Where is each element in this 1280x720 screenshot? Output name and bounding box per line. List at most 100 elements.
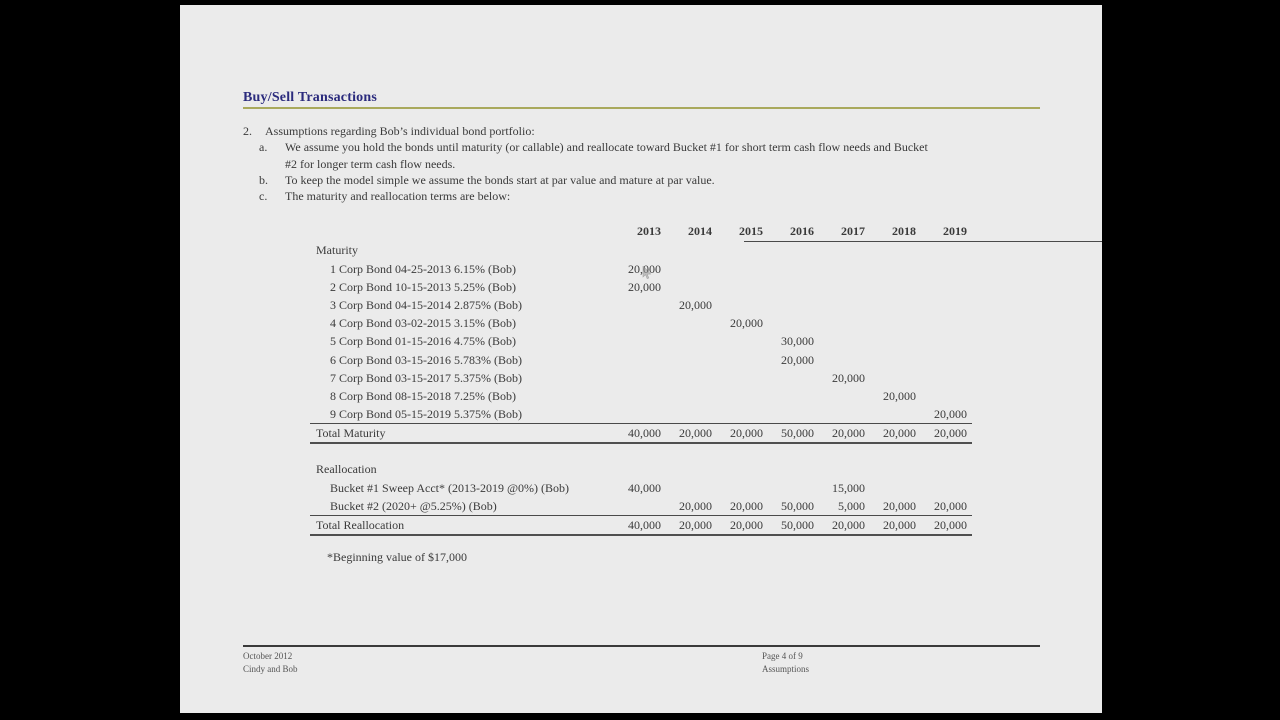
cell-2013: 20,000 [615,262,666,277]
reallocation-row-bucket2: Bucket #2 (2020+ @5.25%) (Bob) 20,000 20… [310,499,972,517]
total-label: Total Maturity [316,426,386,440]
bucket-label: Bucket #2 (2020+ @5.25%) (Bob) [330,499,497,513]
list-letter: c. [259,189,268,204]
table-header-row: 2013 2014 2015 2016 2017 2018 2019 [310,224,972,242]
year-header: 2019 [943,224,967,238]
list-item-a: a. We assume you hold the bonds until ma… [259,139,1043,172]
bond-label: 1 Corp Bond 04-25-2013 6.15% (Bob) [330,262,516,276]
maturity-row-8: 8 Corp Bond 08-15-2018 7.25% (Bob) 20,00… [310,389,972,407]
maturity-row-7: 7 Corp Bond 03-15-2017 5.375% (Bob) 20,0… [310,371,972,389]
cell-2014: 20,000 [679,426,712,440]
cell-2018: 20,000 [883,499,916,513]
year-header: 2015 [739,224,763,238]
bond-label: 6 Corp Bond 03-15-2016 5.783% (Bob) [330,353,522,367]
total-label: Total Reallocation [316,518,405,532]
cell-2015: 20,000 [730,499,763,513]
total-maturity-bottom-rule [310,442,972,444]
bucket-label: Bucket #1 Sweep Acct* (2013-2019 @0%) (B… [330,481,570,495]
year-header: 2014 [688,224,712,238]
maturity-row-2: 2 Corp Bond 10-15-2013 5.25% (Bob) 20,00… [310,280,972,298]
bond-label: 9 Corp Bond 05-15-2019 5.375% (Bob) [330,407,522,421]
maturity-row-4: 4 Corp Bond 03-02-2015 3.15% (Bob) 20,00… [310,316,972,334]
section-label: Reallocation [316,462,377,476]
maturity-row-1: 1 Corp Bond 04-25-2013 6.15% (Bob) 20,00… [310,262,972,280]
cell-2014: 20,000 [679,518,712,532]
year-header: 2016 [790,224,814,238]
year-header: 2013 [637,224,661,238]
year-header: 2018 [892,224,916,238]
line-1: We assume you hold the bonds until matur… [285,140,928,155]
bond-label: 4 Corp Bond 03-02-2015 3.15% (Bob) [330,316,516,330]
year-header: 2017 [841,224,865,238]
assumptions-list: 2. Assumptions regarding Bob’s individua… [243,123,1043,204]
list-item-text: The maturity and reallocation terms are … [285,189,511,204]
cell-2018: 20,000 [883,389,916,403]
line-2: #2 for longer term cash flow needs. [285,156,456,171]
document-page: Buy/Sell Transactions 2. Assumptions reg… [180,5,1102,713]
cell-2016: 50,000 [781,518,814,532]
footnote: *Beginning value of $17,000 [327,550,467,564]
cell-2016: 20,000 [781,353,814,367]
cell-2014: 20,000 [679,298,712,312]
cell-2015: 20,000 [730,426,763,440]
footer-right: Page 4 of 9 Assumptions [762,650,809,675]
cell-2017: 5,000 [838,499,865,513]
footer-section: Assumptions [762,663,810,674]
mouse-cursor-icon [642,266,652,279]
list-item-text: We assume you hold the bonds until matur… [285,139,1043,172]
list-number: 2. [243,124,252,138]
total-maturity-row: Total Maturity 40,000 20,000 20,000 50,0… [310,426,972,444]
list-item-text: To keep the model simple we assume the b… [285,172,715,187]
cell-2015: 20,000 [730,518,763,532]
cell-2019: 20,000 [934,499,967,513]
list-item-b: b. To keep the model simple we assume th… [259,172,1043,188]
maturity-section-label-row: Maturity [310,243,972,261]
maturity-row-5: 5 Corp Bond 01-15-2016 4.75% (Bob) 30,00… [310,334,972,352]
cell-2013: 40,000 [628,481,661,495]
reallocation-section-label-row: Reallocation [310,462,972,480]
maturity-row-9: 9 Corp Bond 05-15-2019 5.375% (Bob) 20,0… [310,407,972,425]
footer-left: October 2012 Cindy and Bob [243,650,298,675]
reallocation-row-bucket1: Bucket #1 Sweep Acct* (2013-2019 @0%) (B… [310,481,972,499]
bond-label: 8 Corp Bond 08-15-2018 7.25% (Bob) [330,389,516,403]
total-reallocation-top-rule [310,515,972,516]
list-item-2: 2. Assumptions regarding Bob’s individua… [243,123,1043,139]
cell-2014: 20,000 [679,499,712,513]
footer-authors: Cindy and Bob [243,663,298,674]
cell-2013: 20,000 [628,280,661,294]
cell-2016: 30,000 [781,334,814,348]
section-label: Maturity [316,243,358,257]
total-maturity-top-rule [310,423,972,424]
header-underline [744,241,1102,242]
cell-2018: 20,000 [883,518,916,532]
cell-2017: 15,000 [832,481,865,495]
bond-label: 7 Corp Bond 03-15-2017 5.375% (Bob) [330,371,522,385]
cell-2013: 40,000 [628,426,661,440]
cell-2013: 40,000 [628,518,661,532]
title-underline [243,107,1040,109]
cell-2016: 50,000 [781,426,814,440]
list-item-c: c. The maturity and reallocation terms a… [259,188,1043,204]
list-item-text: Assumptions regarding Bob’s individual b… [265,124,535,138]
cell-2016: 50,000 [781,499,814,513]
footer-date: October 2012 [243,651,293,661]
cell-2015: 20,000 [730,316,763,330]
cell-2018: 20,000 [883,426,916,440]
list-letter: b. [259,172,268,187]
total-reallocation-row: Total Reallocation 40,000 20,000 20,000 … [310,518,972,536]
cell-2019: 20,000 [934,407,967,421]
maturity-row-6: 6 Corp Bond 03-15-2016 5.783% (Bob) 20,0… [310,353,972,371]
bond-label: 2 Corp Bond 10-15-2013 5.25% (Bob) [330,280,516,294]
cell-2017: 20,000 [832,426,865,440]
list-letter: a. [259,140,268,155]
cell-2017: 20,000 [832,371,865,385]
total-reallocation-bottom-rule [310,534,972,536]
page-title: Buy/Sell Transactions [243,90,377,105]
cell-2017: 20,000 [832,518,865,532]
maturity-row-3: 3 Corp Bond 04-15-2014 2.875% (Bob) 20,0… [310,298,972,316]
footer-page-number: Page 4 of 9 [762,651,803,661]
bond-label: 3 Corp Bond 04-15-2014 2.875% (Bob) [330,298,522,312]
bond-label: 5 Corp Bond 01-15-2016 4.75% (Bob) [330,334,516,348]
cell-2019: 20,000 [934,426,967,440]
cell-2019: 20,000 [934,518,967,532]
